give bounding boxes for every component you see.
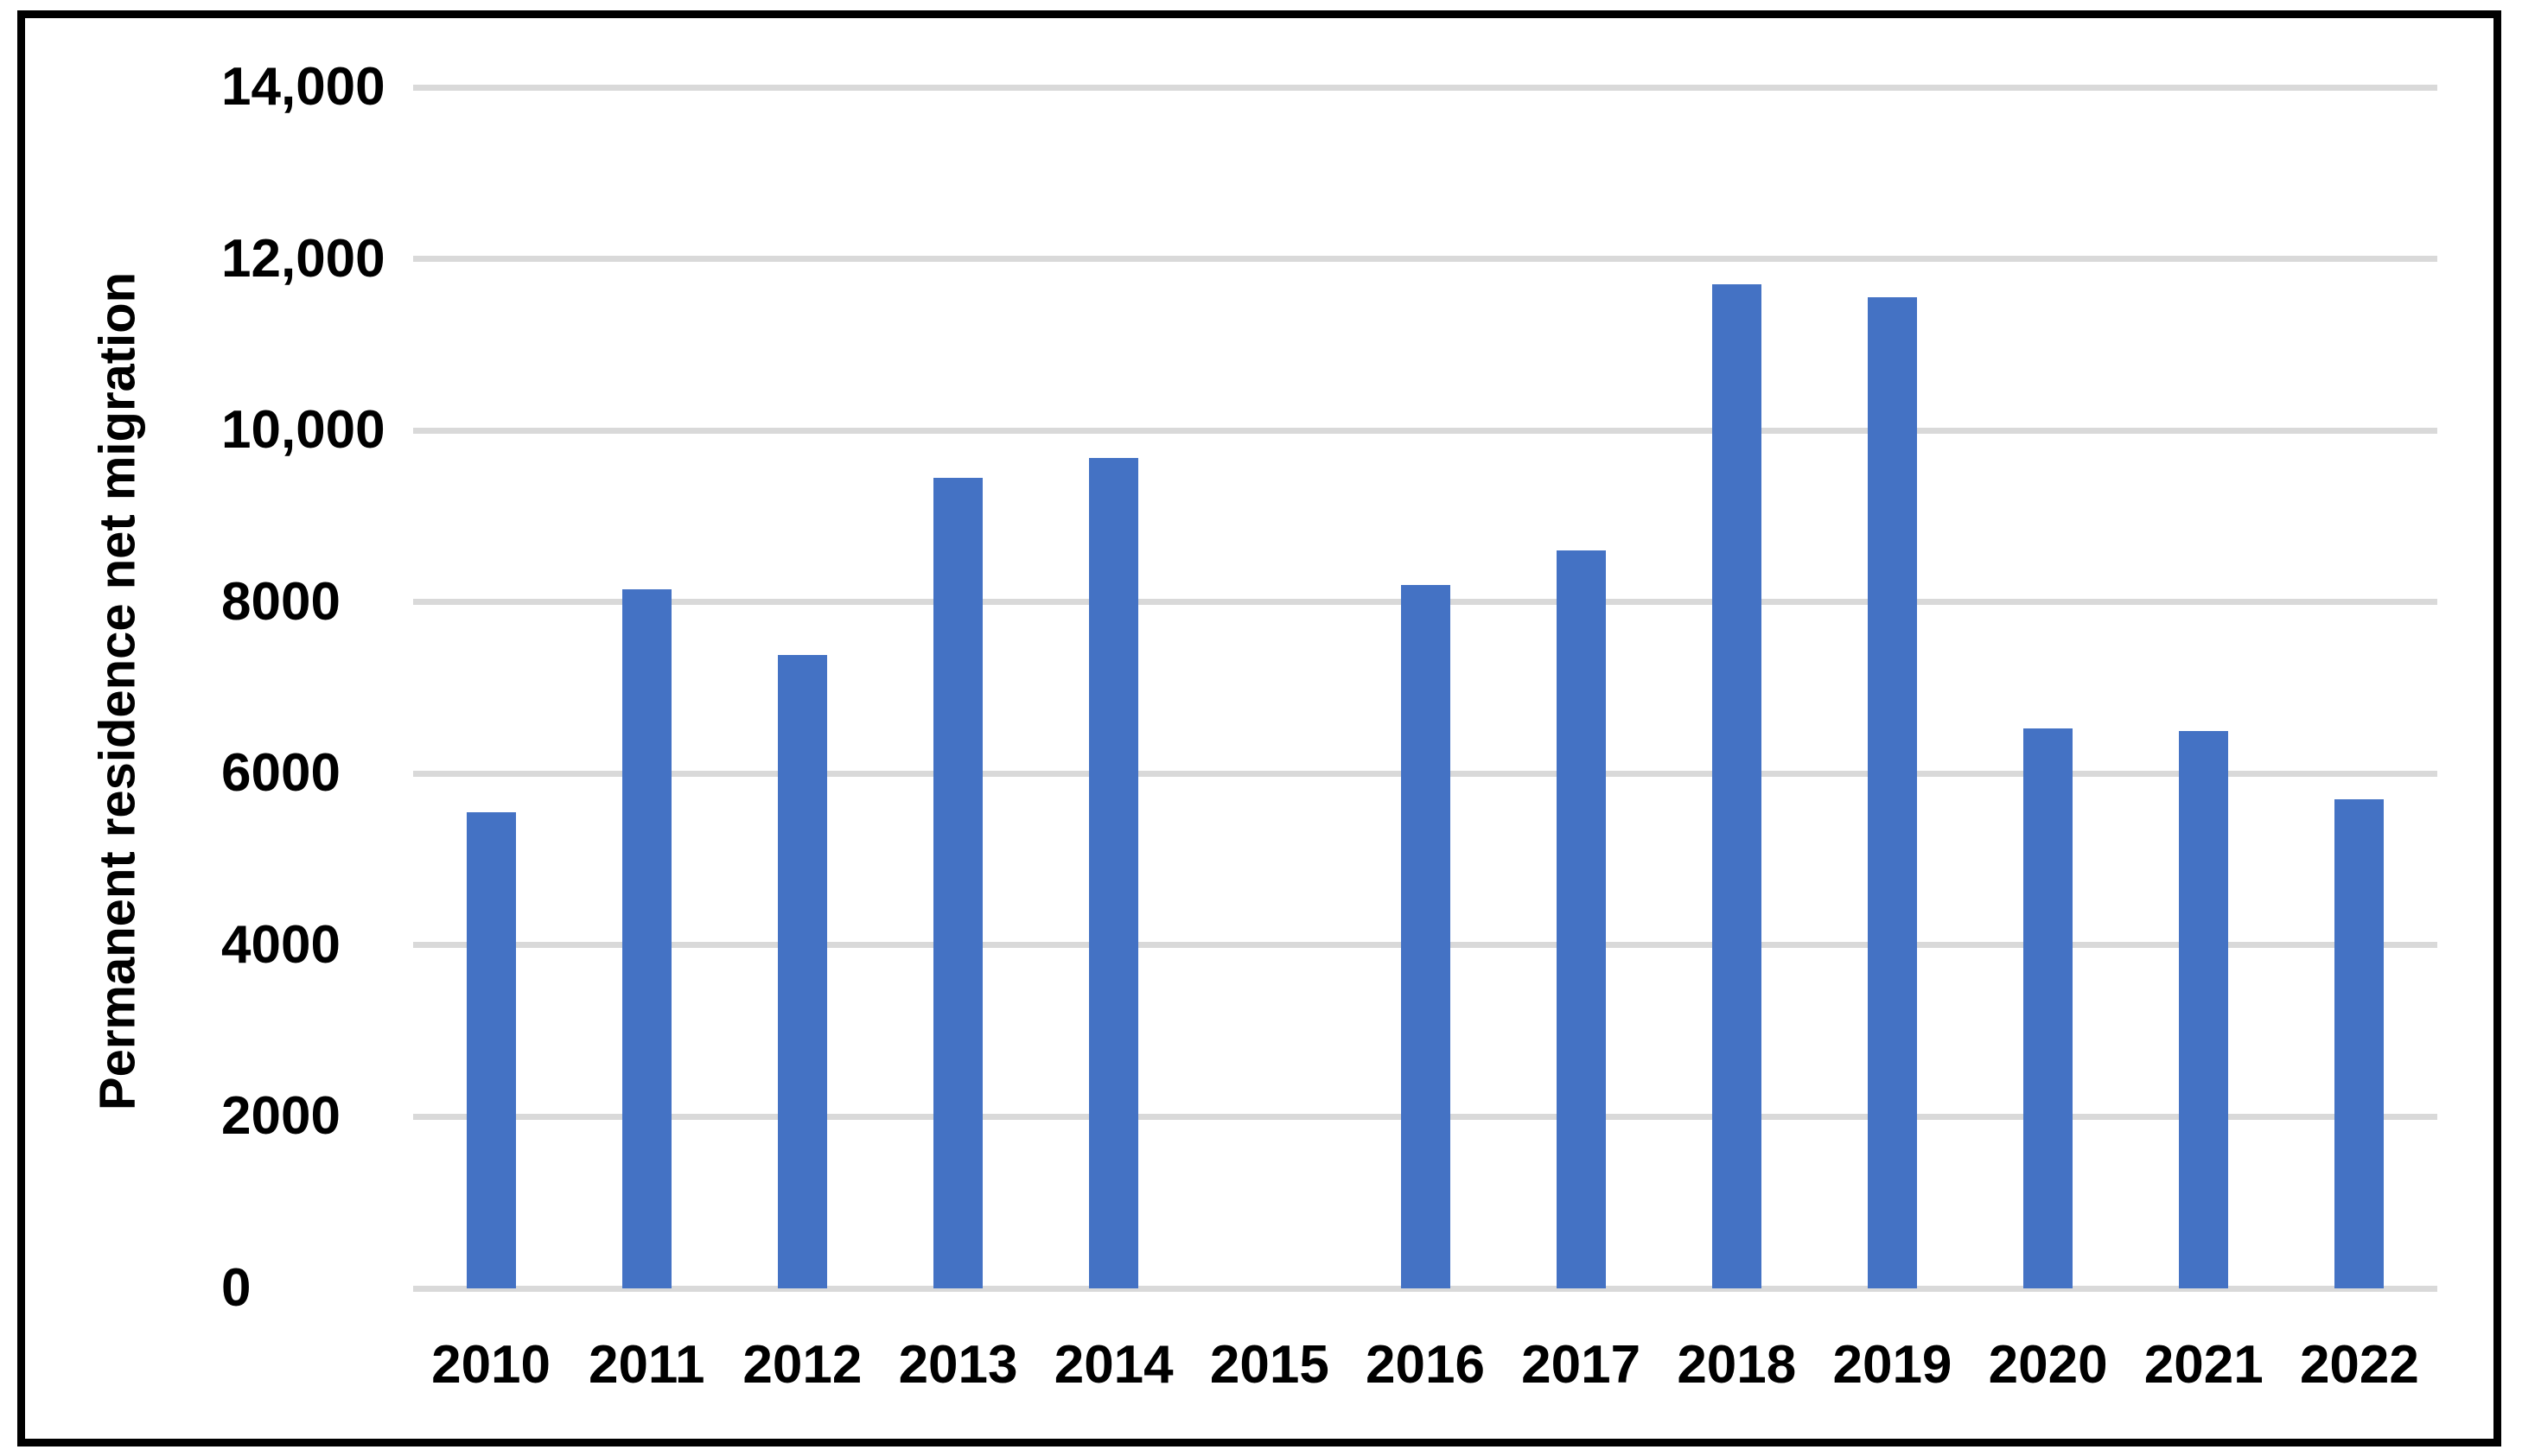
bar-2021 xyxy=(2179,731,2229,1288)
x-tick-label-2013: 2013 xyxy=(898,1335,1018,1395)
bar-2017 xyxy=(1556,550,1606,1288)
bar-2018 xyxy=(1711,284,1761,1288)
y-tick-label-4000: 4000 xyxy=(221,914,341,975)
x-tick-label-2021: 2021 xyxy=(2143,1335,2264,1395)
plot-area xyxy=(413,84,2437,1292)
gridline-12000 xyxy=(413,256,2437,263)
gridline-10000 xyxy=(413,427,2437,434)
y-tick-label-0: 0 xyxy=(221,1258,252,1318)
x-tick-label-2018: 2018 xyxy=(1677,1335,1797,1395)
bar-2014 xyxy=(1089,458,1139,1288)
x-tick-label-2019: 2019 xyxy=(1832,1335,1952,1395)
x-tick-label-2011: 2011 xyxy=(588,1335,705,1395)
x-tick-label-2010: 2010 xyxy=(431,1335,551,1395)
y-tick-label-10000: 10,000 xyxy=(221,400,385,461)
x-tick-label-2012: 2012 xyxy=(742,1335,863,1395)
bar-2010 xyxy=(466,812,516,1288)
bar-2013 xyxy=(933,478,984,1288)
y-tick-label-12000: 12,000 xyxy=(221,228,385,289)
x-tick-label-2022: 2022 xyxy=(2299,1335,2419,1395)
y-axis-title: Permanent residence net migration xyxy=(89,271,146,1111)
y-tick-label-8000: 8000 xyxy=(221,571,341,632)
bar-2011 xyxy=(621,589,672,1288)
y-tick-label-6000: 6000 xyxy=(221,743,341,804)
x-tick-label-2014: 2014 xyxy=(1054,1335,1174,1395)
bar-2022 xyxy=(2334,799,2385,1288)
bar-2016 xyxy=(1400,585,1450,1288)
bar-2020 xyxy=(2023,728,2073,1288)
y-tick-label-14000: 14,000 xyxy=(221,57,385,117)
chart-border xyxy=(17,10,2501,1446)
y-tick-label-2000: 2000 xyxy=(221,1086,341,1147)
bar-2012 xyxy=(777,655,827,1288)
bar-2019 xyxy=(1867,297,1917,1288)
x-tick-label-2020: 2020 xyxy=(1988,1335,2108,1395)
gridline-14000 xyxy=(413,84,2437,91)
x-tick-label-2017: 2017 xyxy=(1521,1335,1641,1395)
x-tick-label-2015: 2015 xyxy=(1209,1335,1329,1395)
x-tick-label-2016: 2016 xyxy=(1366,1335,1485,1395)
gridline-0 xyxy=(413,1285,2437,1292)
